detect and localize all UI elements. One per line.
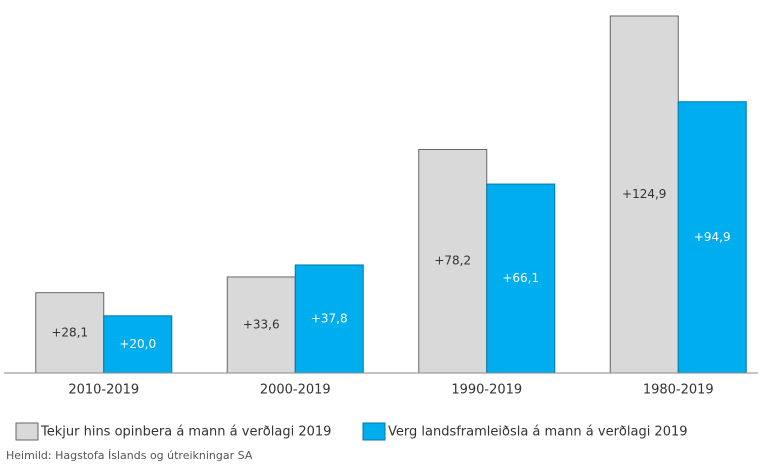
bar [103, 315, 173, 374]
legend-swatch [15, 422, 39, 441]
bar [486, 183, 556, 374]
value-label: +94,9 [694, 230, 731, 244]
value-label: +124,9 [622, 187, 666, 201]
value-label: +28,1 [51, 325, 88, 339]
legend-swatch [362, 422, 386, 441]
bar [677, 101, 747, 374]
value-label: +66,1 [502, 271, 539, 285]
value-label: +33,6 [243, 317, 280, 331]
value-label: +78,2 [434, 254, 471, 268]
x-tick-label: 1980-2019 [643, 383, 714, 398]
legend-label: Tekjur hins opinbera á mann á verðlagi 2… [40, 425, 331, 440]
legend-label: Verg landsframleiðsla á mann á verðlagi … [388, 425, 688, 440]
bar [294, 264, 364, 374]
x-tick-label: 2010-2019 [68, 383, 139, 398]
value-label: +37,8 [311, 311, 348, 325]
x-tick-label: 2000-2019 [260, 383, 331, 398]
bar [35, 292, 105, 374]
bar [226, 276, 296, 374]
x-tick-label: 1990-2019 [451, 383, 522, 398]
value-label: +20,0 [119, 337, 156, 351]
bar [418, 148, 488, 374]
source: Heimild: Hagstofa Íslands og útreikninga… [6, 449, 253, 462]
